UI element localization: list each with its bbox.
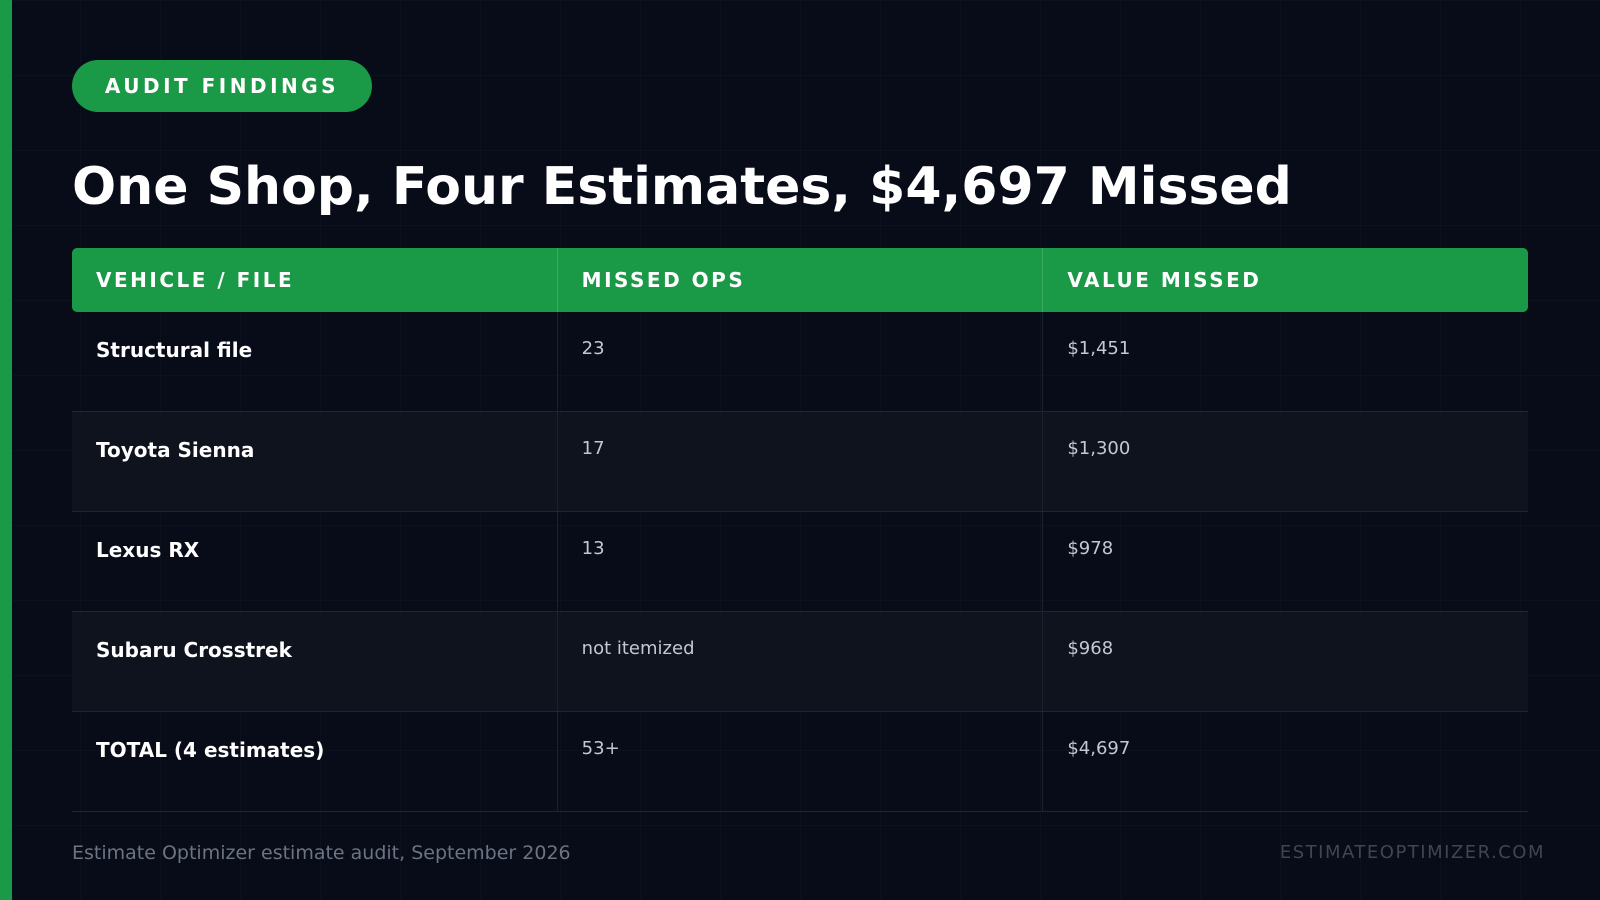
accent-bar <box>0 0 12 900</box>
column-header-value-missed: VALUE MISSED <box>1042 248 1528 312</box>
table-row: Subaru Crosstrek not itemized $968 <box>72 612 1528 712</box>
table-total-row: TOTAL (4 estimates) 53+ $4,697 <box>72 712 1528 812</box>
page-title: One Shop, Four Estimates, $4,697 Missed <box>72 157 1292 217</box>
column-header-vehicle: VEHICLE / FILE <box>96 268 295 292</box>
audit-findings-table: VEHICLE / FILE MISSED OPS VALUE MISSED S… <box>72 248 1528 812</box>
vehicle-cell: TOTAL (4 estimates) <box>96 738 325 762</box>
missed-ops-cell: 23 <box>556 312 1043 411</box>
table-row: Toyota Sienna 17 $1,300 <box>72 412 1528 512</box>
value-missed-cell: $1,300 <box>1042 412 1528 511</box>
vehicle-cell: Toyota Sienna <box>96 438 255 462</box>
site-url: ESTIMATEOPTIMIZER.COM <box>1279 842 1545 863</box>
value-missed-cell: $968 <box>1042 612 1528 711</box>
value-missed-cell: $978 <box>1042 512 1528 611</box>
missed-ops-cell: 17 <box>556 412 1043 511</box>
source-note: Estimate Optimizer estimate audit, Septe… <box>72 842 571 864</box>
column-header-missed-ops: MISSED OPS <box>556 248 1043 312</box>
vehicle-cell: Lexus RX <box>96 538 200 562</box>
section-badge: AUDIT FINDINGS <box>72 60 372 112</box>
vehicle-cell: Structural file <box>96 338 253 362</box>
table-row: Structural file 23 $1,451 <box>72 312 1528 412</box>
missed-ops-cell: not itemized <box>556 612 1043 711</box>
missed-ops-cell: 13 <box>556 512 1043 611</box>
value-missed-cell: $4,697 <box>1042 712 1528 811</box>
value-missed-cell: $1,451 <box>1042 312 1528 411</box>
table-header: VEHICLE / FILE MISSED OPS VALUE MISSED <box>72 248 1528 312</box>
table-row: Lexus RX 13 $978 <box>72 512 1528 612</box>
missed-ops-cell: 53+ <box>556 712 1043 811</box>
vehicle-cell: Subaru Crosstrek <box>96 638 292 662</box>
